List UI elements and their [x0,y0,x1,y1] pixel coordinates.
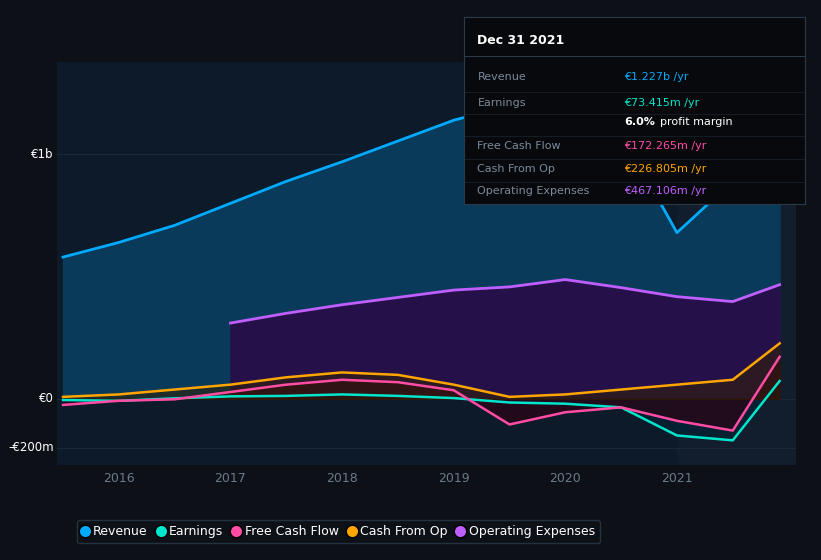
Text: €0: €0 [39,393,54,405]
Text: Operating Expenses: Operating Expenses [478,186,589,196]
Text: €467.106m /yr: €467.106m /yr [624,186,706,196]
Text: Free Cash Flow: Free Cash Flow [478,141,561,151]
Text: -€200m: -€200m [8,441,54,454]
Text: 6.0%: 6.0% [624,117,655,127]
Text: Dec 31 2021: Dec 31 2021 [478,34,565,46]
Text: Cash From Op: Cash From Op [478,164,555,174]
Text: €1.227b /yr: €1.227b /yr [624,72,689,82]
Text: €172.265m /yr: €172.265m /yr [624,141,706,151]
Text: Earnings: Earnings [478,98,526,108]
Bar [677,62,796,465]
Text: €226.805m /yr: €226.805m /yr [624,164,706,174]
Text: €1b: €1b [31,148,54,161]
Legend: Revenue, Earnings, Free Cash Flow, Cash From Op, Operating Expenses: Revenue, Earnings, Free Cash Flow, Cash … [77,520,599,543]
Text: €73.415m /yr: €73.415m /yr [624,98,699,108]
Text: profit margin: profit margin [660,117,732,127]
Text: Revenue: Revenue [478,72,526,82]
